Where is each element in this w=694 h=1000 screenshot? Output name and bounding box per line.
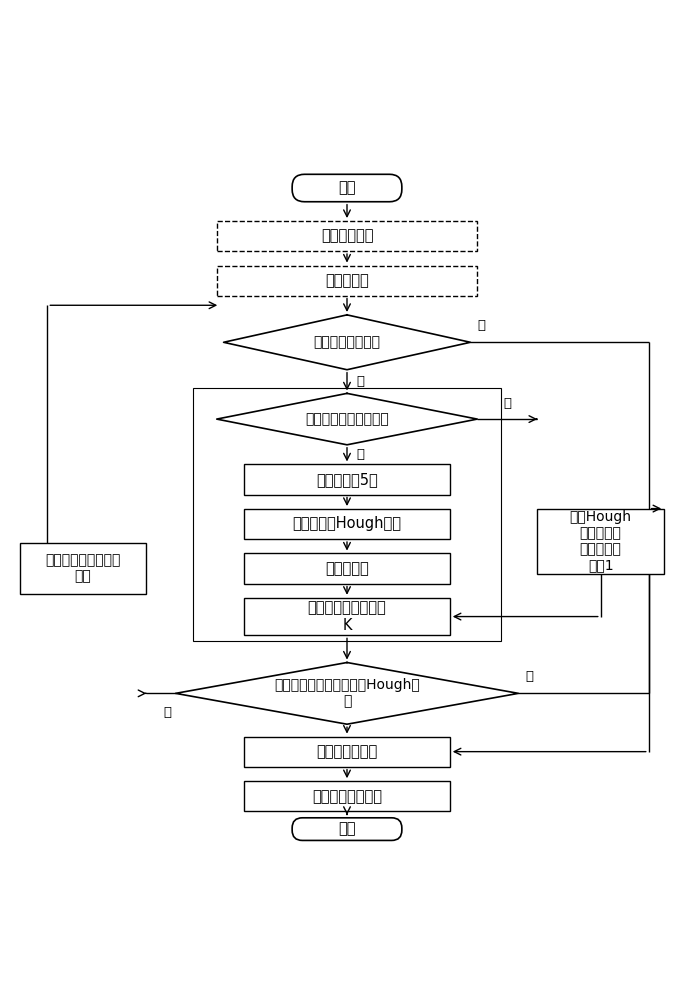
Text: 车道中线满足要求或超过Hough参
数: 车道中线满足要求或超过Hough参 数 [274, 678, 420, 708]
Polygon shape [217, 393, 477, 445]
Text: 开始: 开始 [338, 181, 356, 196]
Bar [244, 464, 450, 495]
Bar [244, 598, 450, 635]
Text: 修正水平线: 修正水平线 [325, 561, 369, 576]
Text: 是: 是 [503, 397, 511, 410]
Text: 车道线检测结束？: 车道线检测结束？ [314, 335, 380, 349]
Text: 修改Hough
变换参数，
置初始水平
线为1: 修改Hough 变换参数， 置初始水平 线为1 [570, 510, 632, 572]
Text: 初始水平线满足要求？: 初始水平线满足要求？ [305, 412, 389, 426]
Text: 划分图像为5块: 划分图像为5块 [316, 472, 378, 487]
Text: 结束: 结束 [338, 822, 356, 837]
Text: 确定水平线，中线与
K: 确定水平线，中线与 K [307, 600, 387, 633]
Text: 是: 是 [164, 706, 172, 719]
Bar [244, 737, 450, 767]
Bar [244, 781, 450, 811]
Polygon shape [176, 663, 518, 724]
FancyBboxPatch shape [292, 818, 402, 840]
Text: 拟合车道线，置检测
结束: 拟合车道线，置检测 结束 [45, 553, 121, 584]
Bar [537, 509, 664, 574]
FancyBboxPatch shape [292, 174, 402, 202]
Text: 对每块进行Hough变换: 对每块进行Hough变换 [292, 516, 402, 531]
Text: 获取一帧图像: 获取一帧图像 [321, 229, 373, 244]
Bar [217, 221, 477, 251]
Polygon shape [223, 315, 471, 370]
Text: 前方障碍物检测: 前方障碍物检测 [316, 744, 378, 759]
Bar [244, 553, 450, 584]
Bar [193, 388, 501, 641]
Text: 根据实际情况报警: 根据实际情况报警 [312, 789, 382, 804]
Text: 否: 否 [356, 375, 364, 388]
Text: 是: 是 [477, 319, 485, 332]
Text: 图像预处理: 图像预处理 [325, 273, 369, 288]
Text: 否: 否 [356, 448, 364, 461]
Bar [19, 543, 146, 594]
Bar [217, 266, 477, 296]
Text: 否: 否 [525, 670, 533, 683]
Bar [244, 509, 450, 539]
